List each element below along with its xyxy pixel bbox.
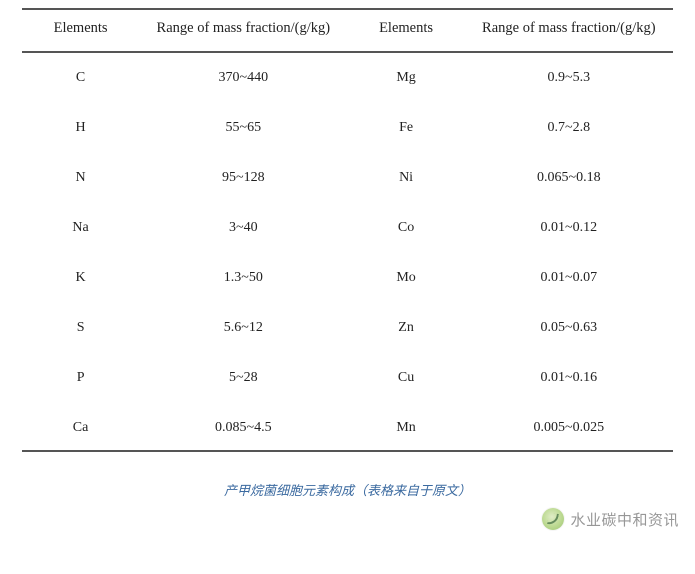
- th-range-2: Range of mass fraction/(g/kg): [465, 9, 673, 52]
- cell-range: 370~440: [139, 52, 347, 103]
- cell-range: 95~128: [139, 153, 347, 203]
- cell-element: K: [22, 253, 139, 303]
- cell-element: Mg: [347, 52, 464, 103]
- cell-range: 5.6~12: [139, 303, 347, 353]
- cell-range: 0.005~0.025: [465, 403, 673, 451]
- cell-element: Cu: [347, 353, 464, 403]
- table-body: C370~440Mg0.9~5.3H55~65Fe0.7~2.8N95~128N…: [22, 52, 673, 451]
- cell-range: 0.05~0.63: [465, 303, 673, 353]
- th-elements-1: Elements: [22, 9, 139, 52]
- cell-range: 0.01~0.12: [465, 203, 673, 253]
- table-caption: 产甲烷菌细胞元素构成（表格来自于原文）: [22, 480, 673, 499]
- cell-range: 0.01~0.16: [465, 353, 673, 403]
- cell-element: N: [22, 153, 139, 203]
- cell-range: 3~40: [139, 203, 347, 253]
- th-range-1: Range of mass fraction/(g/kg): [139, 9, 347, 52]
- cell-element: Ni: [347, 153, 464, 203]
- table-row: S5.6~12Zn0.05~0.63: [22, 303, 673, 353]
- cell-range: 5~28: [139, 353, 347, 403]
- cell-element: Co: [347, 203, 464, 253]
- table-row: H55~65Fe0.7~2.8: [22, 103, 673, 153]
- cell-element: Na: [22, 203, 139, 253]
- leaf-globe-icon: [542, 508, 564, 530]
- table-row: P5~28Cu0.01~0.16: [22, 353, 673, 403]
- cell-range: 55~65: [139, 103, 347, 153]
- cell-element: Ca: [22, 403, 139, 451]
- table-row: N95~128Ni0.065~0.18: [22, 153, 673, 203]
- cell-range: 0.9~5.3: [465, 52, 673, 103]
- th-elements-2: Elements: [347, 9, 464, 52]
- cell-element: Fe: [347, 103, 464, 153]
- cell-range: 0.01~0.07: [465, 253, 673, 303]
- cell-range: 0.085~4.5: [139, 403, 347, 451]
- cell-range: 0.7~2.8: [465, 103, 673, 153]
- cell-element: Mo: [347, 253, 464, 303]
- watermark: 水业碳中和资讯: [542, 508, 679, 530]
- elements-table: Elements Range of mass fraction/(g/kg) E…: [22, 8, 673, 452]
- cell-element: Mn: [347, 403, 464, 451]
- cell-element: S: [22, 303, 139, 353]
- table-header-row: Elements Range of mass fraction/(g/kg) E…: [22, 9, 673, 52]
- table-row: K1.3~50Mo0.01~0.07: [22, 253, 673, 303]
- watermark-text: 水业碳中和资讯: [570, 509, 679, 530]
- cell-element: P: [22, 353, 139, 403]
- cell-range: 1.3~50: [139, 253, 347, 303]
- table-row: Ca0.085~4.5Mn0.005~0.025: [22, 403, 673, 451]
- cell-element: Zn: [347, 303, 464, 353]
- table-row: Na3~40Co0.01~0.12: [22, 203, 673, 253]
- cell-element: C: [22, 52, 139, 103]
- table-container: Elements Range of mass fraction/(g/kg) E…: [0, 0, 695, 499]
- cell-range: 0.065~0.18: [465, 153, 673, 203]
- table-row: C370~440Mg0.9~5.3: [22, 52, 673, 103]
- cell-element: H: [22, 103, 139, 153]
